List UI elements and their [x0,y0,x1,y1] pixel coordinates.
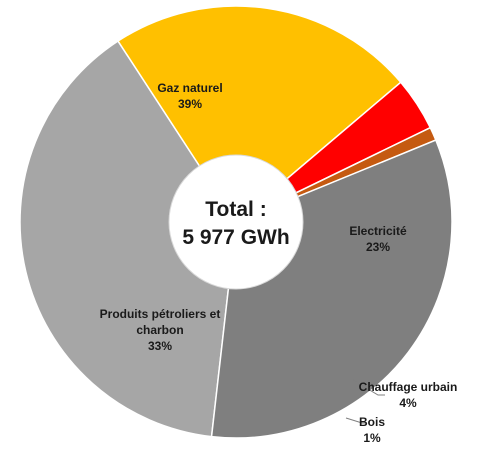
slice-label-produits-petroliers-et-charbon: Produits pétroliers et [100,307,221,321]
slice-label-produits-petroliers-et-charbon: charbon [136,323,183,337]
leader-line-chauffage-urbain [352,379,385,396]
slice-value-gaz-naturel: 39% [178,97,202,111]
slice-value-bois: 1% [363,431,381,444]
center-total-value: 5 977 GWh [182,226,289,249]
slice-label-chauffage-urbain: Chauffage urbain [359,380,458,394]
center-hole [168,154,304,290]
slice-electricite [117,5,402,224]
slice-value-produits-petroliers-et-charbon: 33% [148,339,172,353]
slice-label-electricite: Electricité [349,224,407,238]
slice-label-bois: Bois [359,415,385,429]
leader-line-bois [345,417,366,424]
slice-value-chauffage-urbain: 4% [399,396,417,410]
slice-label-gaz-naturel: Gaz naturel [157,81,222,95]
slice-value-electricite: 23% [366,240,390,254]
center-total-label: Total : [205,198,266,221]
